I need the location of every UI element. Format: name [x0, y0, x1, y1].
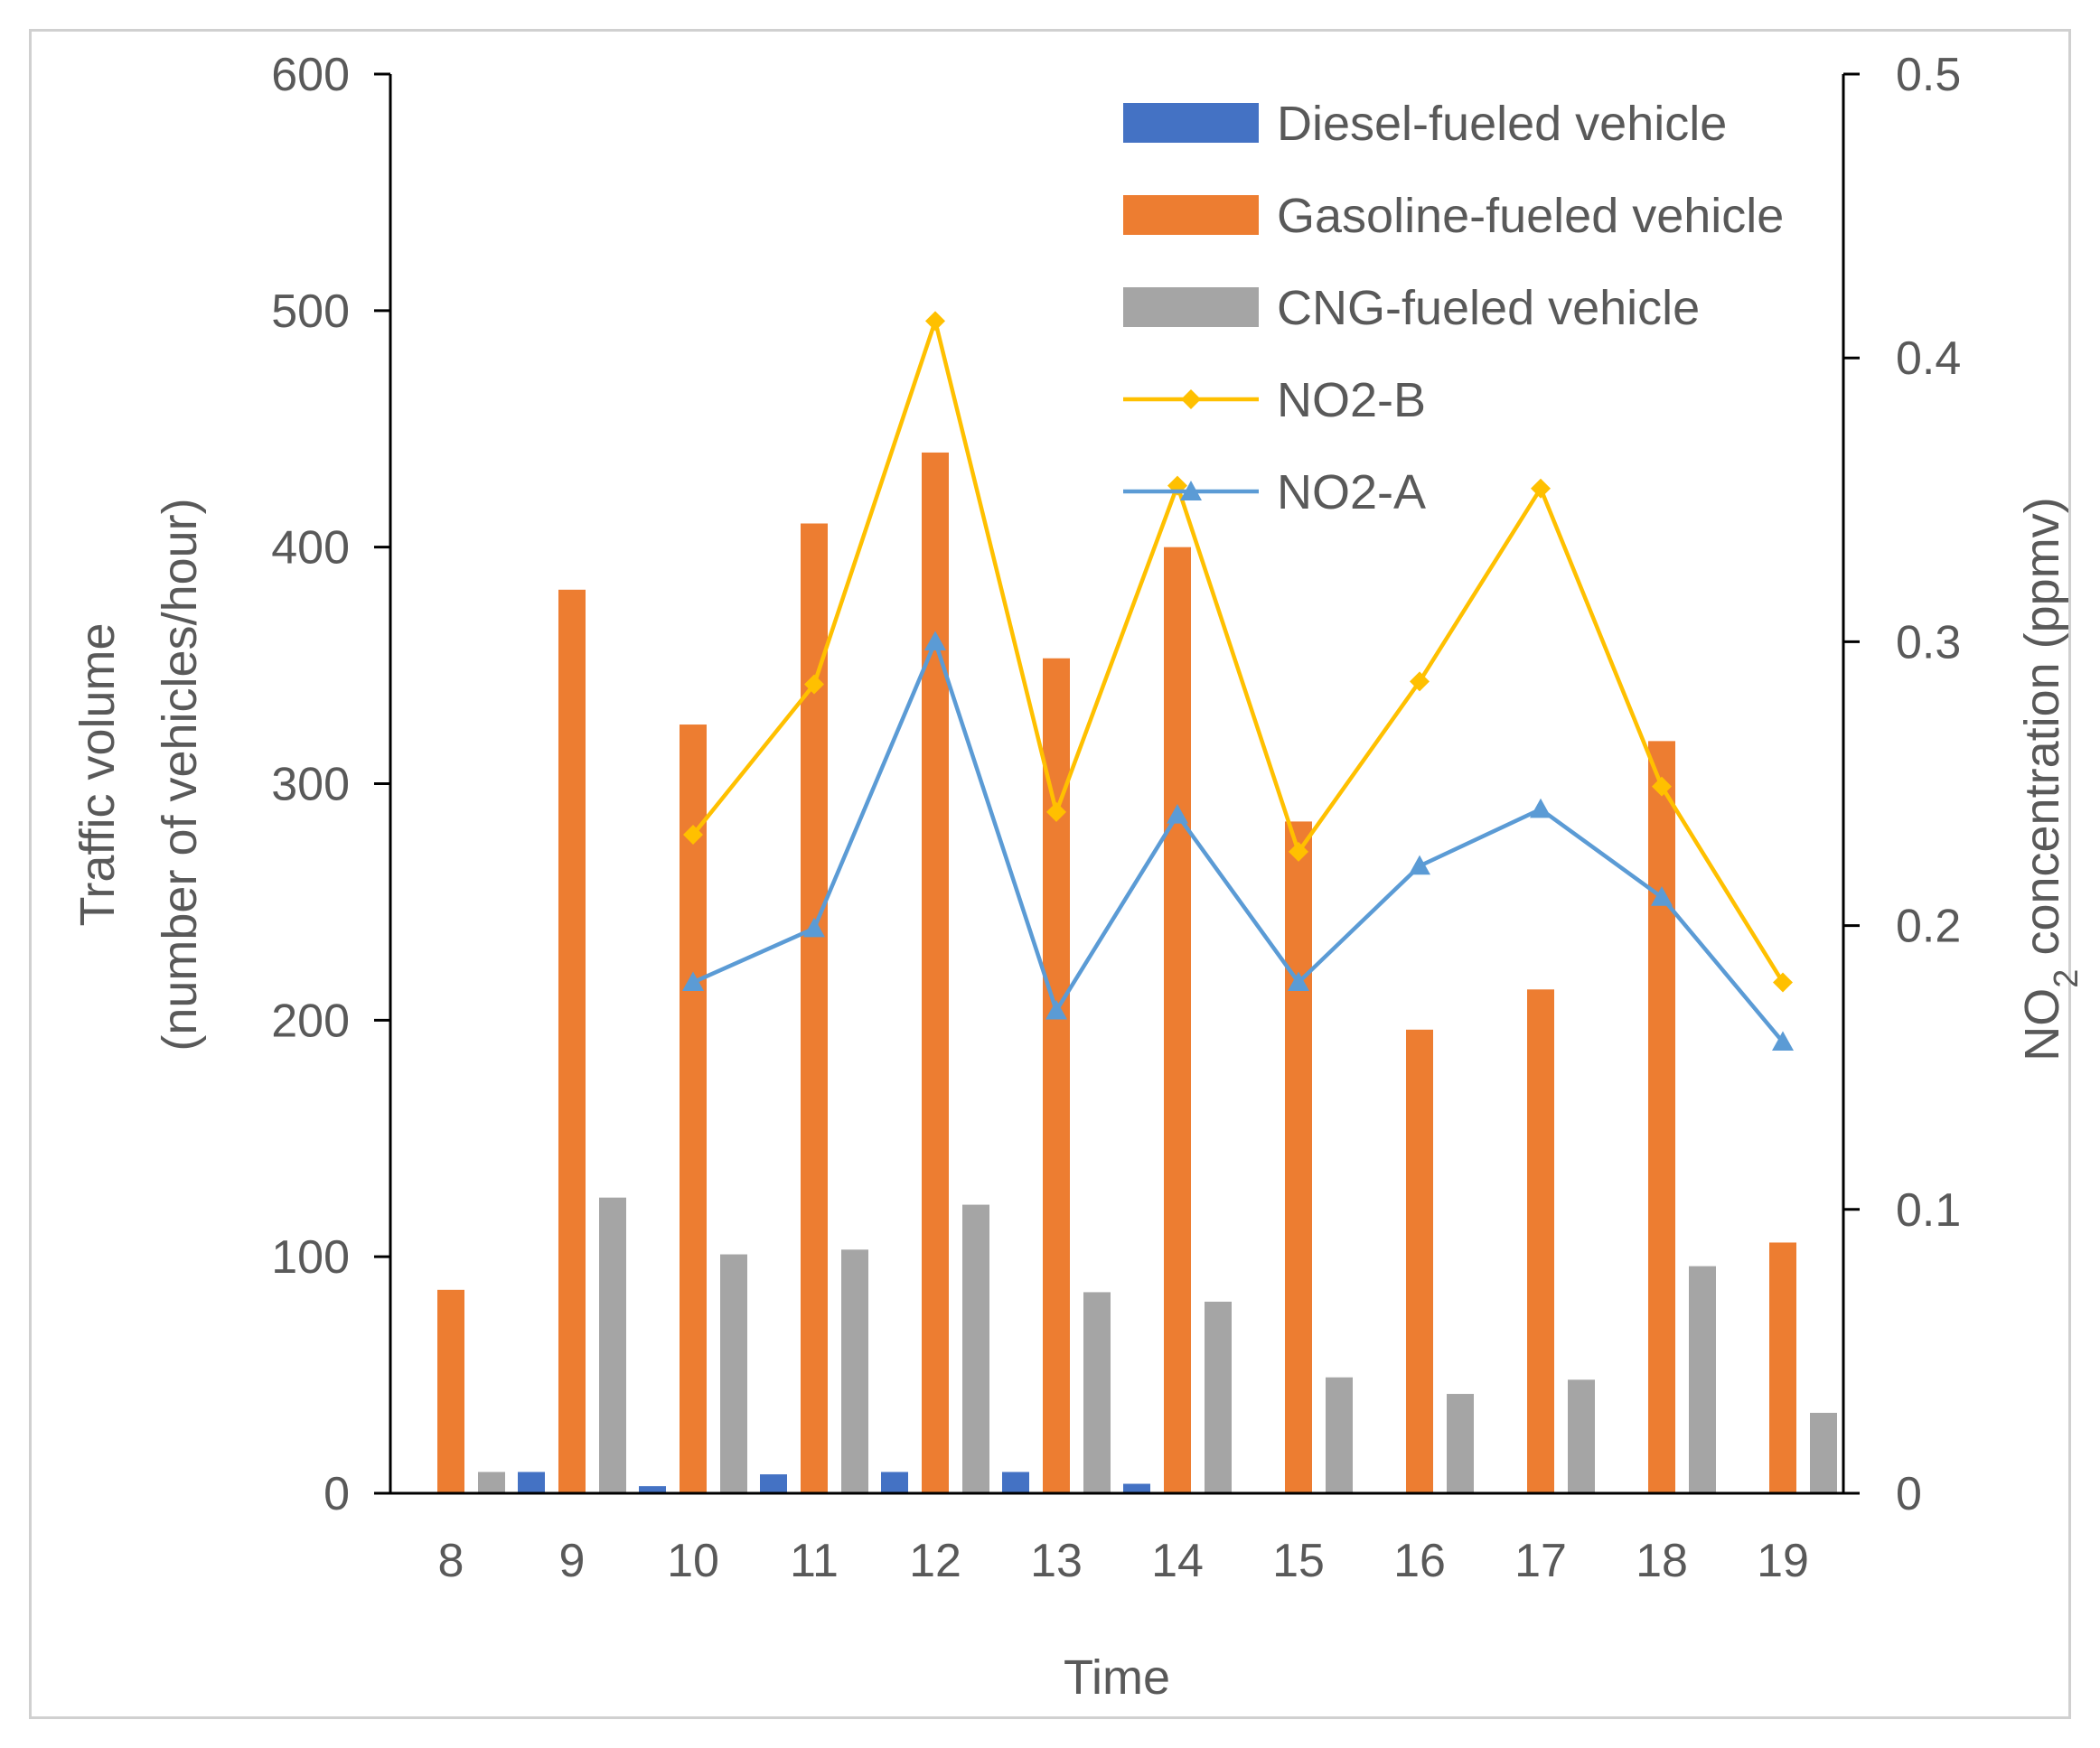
x-axis-title: Time	[1064, 1650, 1170, 1705]
y-left-tick-label-500: 500	[271, 285, 350, 338]
point-no2-a-13[interactable]	[1045, 999, 1067, 1020]
y-axis-title-left-line2: (number of vehicles/hour)	[153, 498, 207, 1051]
chart-frame	[29, 29, 2071, 1719]
bar-diesel-fueled-vehicle-11[interactable]	[760, 1474, 787, 1493]
bar-gasoline-fueled-vehicle-17[interactable]	[1527, 989, 1554, 1493]
bar-cng-fueled-vehicle-15[interactable]	[1326, 1377, 1353, 1493]
point-no2-b-19[interactable]	[1773, 972, 1793, 993]
y-left-tick-label-400: 400	[271, 522, 350, 575]
bar-gasoline-fueled-vehicle-15[interactable]	[1285, 821, 1312, 1493]
y-right-tick-label-0.1: 0.1	[1896, 1184, 1961, 1237]
point-no2-a-12[interactable]	[924, 631, 946, 650]
y-right-tick-label-0.2: 0.2	[1896, 901, 1961, 953]
legend-label-no2-b: NO2-B	[1277, 373, 1426, 427]
legend-label-diesel-fueled-vehicle: Diesel-fueled vehicle	[1277, 97, 1727, 151]
y-right-tick-label-0: 0	[1896, 1468, 1922, 1520]
legend-marker-no2-b	[1181, 389, 1201, 409]
bar-diesel-fueled-vehicle-9[interactable]	[518, 1472, 545, 1493]
point-no2-b-13[interactable]	[1046, 801, 1066, 822]
x-tick-label-10: 10	[667, 1535, 719, 1587]
bar-cng-fueled-vehicle-16[interactable]	[1447, 1394, 1474, 1493]
x-tick-label-18: 18	[1636, 1535, 1688, 1587]
x-tick-label-8: 8	[438, 1535, 464, 1587]
bar-gasoline-fueled-vehicle-10[interactable]	[680, 724, 707, 1493]
legend-label-no2-a: NO2-A	[1277, 465, 1426, 519]
legend-swatch-cng-fueled-vehicle	[1123, 287, 1259, 327]
bar-cng-fueled-vehicle-14[interactable]	[1205, 1301, 1232, 1493]
line-no2-b[interactable]	[691, 319, 1785, 984]
x-tick-label-11: 11	[790, 1535, 839, 1587]
legend-marker-no2-a	[1180, 481, 1202, 500]
y-left-tick-label-300: 300	[271, 759, 350, 811]
y-right-tick-label-0.5: 0.5	[1896, 49, 1961, 101]
bar-diesel-fueled-vehicle-13[interactable]	[1002, 1472, 1029, 1493]
legend-label-gasoline-fueled-vehicle: Gasoline-fueled vehicle	[1277, 189, 1784, 243]
x-tick-label-12: 12	[909, 1535, 961, 1587]
bar-cng-fueled-vehicle-12[interactable]	[962, 1204, 989, 1493]
bar-gasoline-fueled-vehicle-9[interactable]	[558, 589, 586, 1493]
bar-gasoline-fueled-vehicle-8[interactable]	[437, 1289, 464, 1493]
y-axis-title-right: NO2 concentration (ppmv)	[2015, 497, 2086, 1061]
bar-gasoline-fueled-vehicle-13[interactable]	[1043, 658, 1070, 1493]
line-no2-a[interactable]	[692, 640, 1785, 1043]
y-axis-title-right-sub: 2	[2048, 969, 2086, 988]
y-left-tick-label-200: 200	[271, 995, 350, 1047]
bar-gasoline-fueled-vehicle-14[interactable]	[1164, 547, 1191, 1493]
point-no2-a-10[interactable]	[682, 971, 704, 992]
bar-cng-fueled-vehicle-9[interactable]	[599, 1197, 626, 1493]
bar-gasoline-fueled-vehicle-19[interactable]	[1769, 1242, 1796, 1493]
bar-cng-fueled-vehicle-17[interactable]	[1568, 1379, 1595, 1493]
point-no2-a-19[interactable]	[1772, 1031, 1794, 1052]
x-tick-label-16: 16	[1393, 1535, 1446, 1587]
bar-cng-fueled-vehicle-19[interactable]	[1810, 1412, 1837, 1493]
bar-cng-fueled-vehicle-13[interactable]	[1083, 1292, 1111, 1493]
point-no2-b-15[interactable]	[1289, 841, 1308, 862]
bar-cng-fueled-vehicle-11[interactable]	[841, 1249, 868, 1493]
legend-label-cng-fueled-vehicle: CNG-fueled vehicle	[1277, 281, 1700, 335]
bar-diesel-fueled-vehicle-10[interactable]	[639, 1486, 666, 1493]
point-no2-b-10[interactable]	[683, 825, 703, 846]
x-tick-label-19: 19	[1757, 1535, 1809, 1587]
bar-cng-fueled-vehicle-8[interactable]	[478, 1472, 505, 1493]
point-no2-a-15[interactable]	[1288, 971, 1309, 992]
bar-gasoline-fueled-vehicle-11[interactable]	[801, 523, 828, 1493]
point-no2-b-11[interactable]	[804, 674, 824, 695]
y-right-tick-label-0.4: 0.4	[1896, 332, 1961, 385]
point-no2-b-18[interactable]	[1652, 776, 1672, 797]
legend-swatch-gasoline-fueled-vehicle	[1123, 195, 1259, 235]
bar-gasoline-fueled-vehicle-16[interactable]	[1406, 1029, 1433, 1493]
bar-gasoline-fueled-vehicle-12[interactable]	[922, 452, 949, 1493]
bar-cng-fueled-vehicle-18[interactable]	[1689, 1266, 1716, 1493]
x-tick-label-15: 15	[1272, 1535, 1325, 1587]
y-axis-title-left-line1: Traffic volume	[70, 622, 125, 926]
y-right-tick-label-0.3: 0.3	[1896, 616, 1961, 668]
y-left-tick-label-100: 100	[271, 1231, 350, 1284]
y-axis-title-right-main: NO	[2015, 988, 2069, 1061]
point-no2-b-12[interactable]	[925, 311, 945, 332]
y-axis-title-right-rest: concentration (ppmv)	[2015, 497, 2069, 968]
x-tick-label-17: 17	[1514, 1535, 1567, 1587]
y-left-tick-label-600: 600	[271, 49, 350, 101]
bar-diesel-fueled-vehicle-14[interactable]	[1123, 1483, 1150, 1493]
point-no2-b-16[interactable]	[1410, 671, 1430, 692]
legend-swatch-diesel-fueled-vehicle	[1123, 103, 1259, 143]
bar-cng-fueled-vehicle-10[interactable]	[720, 1254, 747, 1493]
point-no2-b-17[interactable]	[1531, 478, 1551, 499]
point-no2-a-18[interactable]	[1651, 886, 1673, 906]
point-no2-a-11[interactable]	[803, 917, 825, 938]
x-tick-label-14: 14	[1151, 1535, 1204, 1587]
bar-diesel-fueled-vehicle-12[interactable]	[881, 1472, 908, 1493]
y-left-tick-label-0: 0	[323, 1468, 350, 1520]
point-no2-a-16[interactable]	[1409, 855, 1430, 875]
point-no2-a-17[interactable]	[1530, 798, 1552, 818]
point-no2-a-14[interactable]	[1167, 804, 1188, 824]
x-tick-label-13: 13	[1030, 1535, 1083, 1587]
bar-gasoline-fueled-vehicle-18[interactable]	[1648, 741, 1675, 1493]
x-tick-label-9: 9	[559, 1535, 586, 1587]
